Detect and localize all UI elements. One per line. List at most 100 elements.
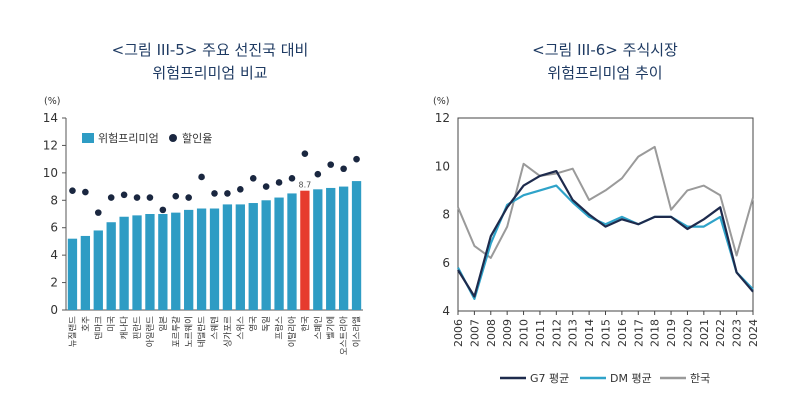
line-x-tick-label: 2014 [583,319,596,347]
bar [248,203,258,310]
line-y-tick-label: 12 [435,111,450,125]
bar [184,209,194,310]
bar-y-tick-label: 0 [50,303,58,317]
bar-category-label: 뉴질랜드 [67,316,78,347]
bar-category-label: 프랑스 [274,316,285,340]
discount-rate-dot [120,191,128,199]
discount-rate-dot [146,194,154,201]
legend-bar-swatch [82,133,94,143]
bar-category-label: 한국 [301,316,311,332]
discount-rate-dot [133,194,141,201]
bar-category-label: 아일랜드 [145,316,156,347]
line-y-tick-label: 10 [435,159,450,173]
line-x-tick-label: 2024 [747,319,760,347]
bar-category-label: 이탈리아 [287,316,298,347]
legend-korea-label: 한국 [690,372,710,385]
series-line-korea [457,145,754,259]
bar-y-tick-label: 2 [50,276,58,290]
legend-g7-label: G7 평균 [530,372,569,385]
bar-category-label: 오스트리아 [339,316,350,355]
bar-chart-title-line2: 위험프리미엄 비교 [152,64,267,82]
line-chart-legend: G7 평균 DM 평균 한국 [500,372,710,385]
bar [158,214,168,310]
bar-chart-unit: (%) [44,96,60,107]
line-x-tick-label: 2022 [714,319,727,347]
discount-rate-dot [340,165,347,173]
bar [67,238,78,310]
bar [261,200,271,310]
bar [80,235,91,310]
bar [274,197,284,310]
discount-rate-dot [82,188,89,196]
bar-category-label: 캐나다 [120,316,130,340]
bar [145,214,155,310]
bar-category-label: 스웨덴 [210,316,221,340]
line-x-tick-label: 2012 [550,319,563,347]
line-x-tick-label: 2006 [452,319,465,347]
legend-bar-label: 위험프리미엄 [98,132,159,145]
bar-highlight-korea [300,190,310,310]
bar-category-label: 네덜란드 [197,316,208,347]
line-x-tick-label: 2010 [518,319,531,347]
bar-category-label: 노르웨이 [184,316,195,347]
bar-chart: 0 2 4 6 8 10 12 14 뉴질랜드 호주 덴마크 미국 캐나다 핀란드 아일랜드 일본 포르투갈 노르… [43,111,363,355]
bar-category-label: 싱가포르 [222,316,233,347]
line-x-tick-label: 2016 [616,319,629,347]
line-y-tick-label: 8 [442,208,450,222]
bar [196,208,207,310]
bar [287,193,297,310]
line-x-tick-label: 2019 [665,319,678,347]
bar [313,189,323,310]
discount-rate-dot [262,183,270,190]
discount-rate-dot [159,206,167,214]
bar-y-tick-label: 8 [50,193,58,207]
bar-category-label: 벨기에 [326,316,337,339]
bar-category-label: 포르투갈 [172,316,182,347]
bar-category-label: 호주 [81,316,91,332]
line-x-tick-label: 2017 [632,319,645,347]
discount-rate-dot [288,175,296,182]
discount-rate-dot [69,187,76,194]
discount-rate-dot [211,190,218,197]
discount-rate-dot [301,150,309,157]
legend-dot-swatch [169,134,177,142]
bar-category-label: 이스라엘 [352,316,363,347]
bar-category-label: 일본 [159,316,169,332]
legend-dm-label: DM 평균 [610,372,652,385]
discount-rate-dot [237,186,244,193]
bar [93,230,103,310]
discount-rate-dot [249,175,257,182]
bar-category-label: 미국 [107,316,117,332]
discount-rate-dot [327,161,335,168]
discount-rate-dot [107,194,115,201]
bar-y-tick-label: 4 [50,248,58,262]
line-x-tick-label: 2018 [649,319,662,347]
bar-y-tick-label: 10 [43,166,58,180]
line-x-tick-label: 2007 [468,319,481,347]
bar [326,187,336,310]
bar [222,204,233,310]
bar-category-label: 스페인 [313,316,324,339]
line-x-tick-label: 2009 [501,319,514,347]
bar-category-label: 덴마크 [94,316,104,340]
bar [132,215,142,310]
line-x-tick-label: 2020 [681,319,694,347]
line-chart-title-line2: 위험프리미엄 추이 [547,64,662,82]
discount-rate-dot [172,192,180,200]
bar-chart-legend: 위험프리미엄 할인율 [82,132,212,145]
bar-category-label: 영국 [248,316,259,332]
bar [338,186,349,310]
line-x-tick-label: 2023 [731,319,744,347]
line-x-tick-label: 2011 [534,319,547,347]
korea-data-label: 8.7 [299,181,312,190]
line-y-tick-label: 4 [442,304,450,318]
bar-y-tick-label: 14 [43,111,58,125]
line-x-tick-label: 2008 [485,319,498,347]
bar-category-label: 스위스 [236,316,246,340]
bar [351,181,362,310]
line-chart-unit: (%) [433,96,449,107]
discount-rate-dot [185,194,192,201]
bar-category-label: 핀란드 [132,316,143,340]
line-y-tick-label: 6 [442,256,450,270]
bar-category-label: 독일 [262,316,272,332]
